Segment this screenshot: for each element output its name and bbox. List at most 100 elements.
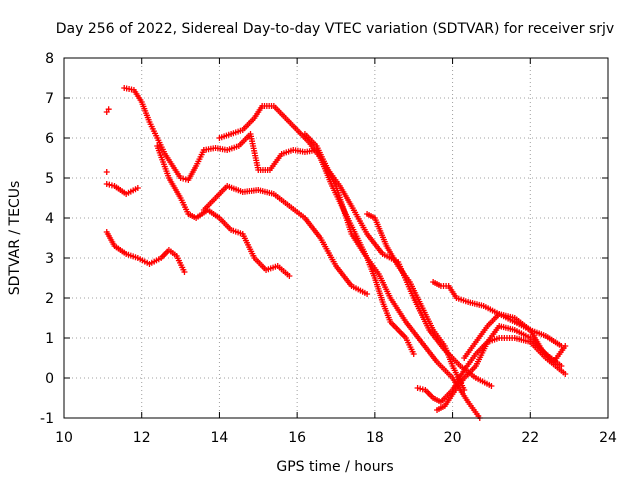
data-point [177,195,184,201]
data-point [484,339,491,345]
data-point [414,385,421,391]
data-point [465,399,472,405]
x-tick-label: 22 [521,430,539,446]
data-point [266,167,273,173]
y-tick-label: 0 [45,371,54,387]
data-point [146,119,153,125]
chart-title: Day 256 of 2022, Sidereal Day-to-day VTE… [56,21,614,37]
data-point [333,263,339,269]
data-point [103,229,110,235]
data-point [445,283,452,289]
x-tick-label: 16 [288,430,306,446]
data-point [212,195,219,201]
data-point [406,279,413,285]
y-tick-label: 5 [45,171,54,187]
data-point [263,267,270,273]
data-point [430,395,437,401]
data-point [251,255,258,261]
isolated-data-point [105,106,112,113]
data-point [313,143,320,149]
data-point [496,323,503,329]
y-tick-label: 8 [45,51,54,67]
data-point [550,359,557,365]
data-point [282,115,289,121]
data-markers [103,85,569,421]
data-point [430,327,437,333]
data-point [212,145,219,151]
y-tick-label: 2 [45,291,54,307]
data-point [488,383,495,389]
data-point [364,291,371,297]
data-point [278,151,285,157]
data-point [449,363,456,369]
data-point [484,323,491,329]
data-point [387,319,394,325]
isolated-data-point [103,169,110,175]
data-point [181,269,188,275]
data-point [453,295,460,301]
data-point [301,215,308,221]
data-point [472,363,479,369]
data-point [461,355,468,361]
series-arc-f [202,183,368,296]
data-point [177,175,184,181]
data-point [224,183,231,189]
data-point [511,327,518,333]
data-point [301,149,308,155]
data-point [251,115,258,121]
data-point [173,253,180,259]
data-point [395,263,402,269]
series-arc-d [203,132,318,173]
x-tick-labels: 10 12 14 16 18 20 22 24 [55,430,617,446]
data-point [270,103,277,109]
data-point [538,347,545,353]
data-point [449,387,456,393]
data-point [375,271,382,277]
data-point [352,231,359,237]
data-point [418,303,425,309]
data-point [472,339,479,345]
data-point [134,185,141,191]
data-point [130,87,137,93]
data-point [434,407,441,413]
x-tick-label: 20 [444,430,462,446]
data-point [371,275,378,281]
data-point [259,103,266,109]
data-point [340,207,347,213]
data-point [457,363,464,369]
data-point [121,85,128,91]
data-point [379,251,386,257]
data-point [224,147,231,153]
data-point [348,283,355,289]
data-point [437,283,444,289]
data-point [154,135,161,141]
data-point [441,343,448,349]
data-point [422,387,429,393]
data-point [111,243,118,249]
series-arc-j [366,212,467,391]
data-point [449,375,456,381]
x-tick-label: 10 [55,430,73,446]
data-point [511,335,518,341]
data-point [123,251,130,257]
data-point [461,367,468,373]
series-arc-e [155,145,291,278]
data-point [270,191,277,197]
data-point [562,371,569,377]
data-point [348,203,355,209]
data-point [301,131,308,137]
data-point [200,147,207,153]
x-tick-label: 18 [366,430,384,446]
series-arc-c [123,85,206,183]
data-point [465,299,472,305]
data-point [255,167,262,173]
data-point [165,247,172,253]
plot-frame [63,57,609,419]
y-tick-label: 6 [45,131,54,147]
data-point [134,255,141,261]
x-tick-label: 14 [211,430,229,446]
data-point [329,183,336,189]
data-point [371,215,378,221]
data-point [193,163,200,169]
data-point [527,339,534,345]
